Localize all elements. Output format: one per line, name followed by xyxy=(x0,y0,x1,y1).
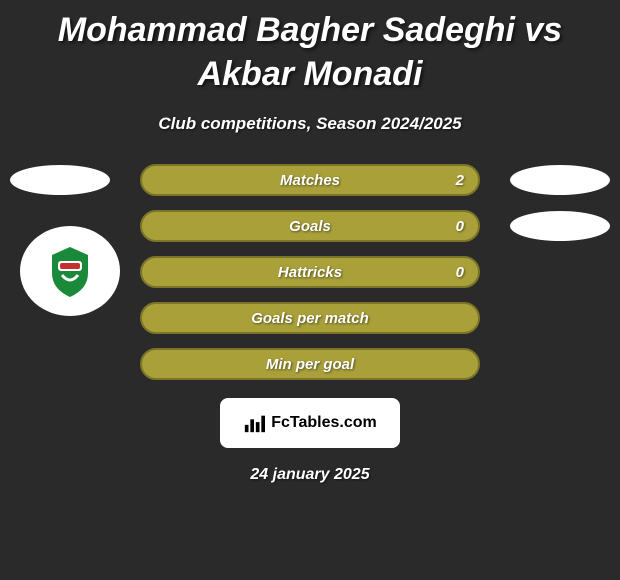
date-label: 24 january 2025 xyxy=(0,466,620,484)
stat-row: Min per goal xyxy=(0,348,620,380)
stat-bar: Hattricks 0 xyxy=(140,256,480,288)
stat-label: Goals per match xyxy=(251,310,369,327)
club-crest-icon xyxy=(40,241,100,301)
stat-value-right: 0 xyxy=(456,264,464,281)
brand-text: FcTables.com xyxy=(271,414,377,432)
stat-row: Matches 2 xyxy=(0,164,620,196)
stat-value-right: 2 xyxy=(456,172,464,189)
stat-label: Hattricks xyxy=(278,264,342,281)
player-right-marker xyxy=(510,165,610,195)
stat-label: Goals xyxy=(289,218,331,235)
bar-chart-icon xyxy=(243,412,265,434)
team-logo-left xyxy=(20,226,120,316)
brand-badge[interactable]: FcTables.com xyxy=(220,398,400,448)
stat-label: Matches xyxy=(280,172,340,189)
player-left-marker xyxy=(10,165,110,195)
stat-bar: Matches 2 xyxy=(140,164,480,196)
stat-bar: Goals 0 xyxy=(140,210,480,242)
page-title: Mohammad Bagher Sadeghi vs Akbar Monadi xyxy=(0,0,620,96)
stat-value-right: 0 xyxy=(456,218,464,235)
stat-bar: Min per goal xyxy=(140,348,480,380)
page-subtitle: Club competitions, Season 2024/2025 xyxy=(0,114,620,134)
player-right-marker xyxy=(510,211,610,241)
stat-bar: Goals per match xyxy=(140,302,480,334)
stat-label: Min per goal xyxy=(266,356,354,373)
